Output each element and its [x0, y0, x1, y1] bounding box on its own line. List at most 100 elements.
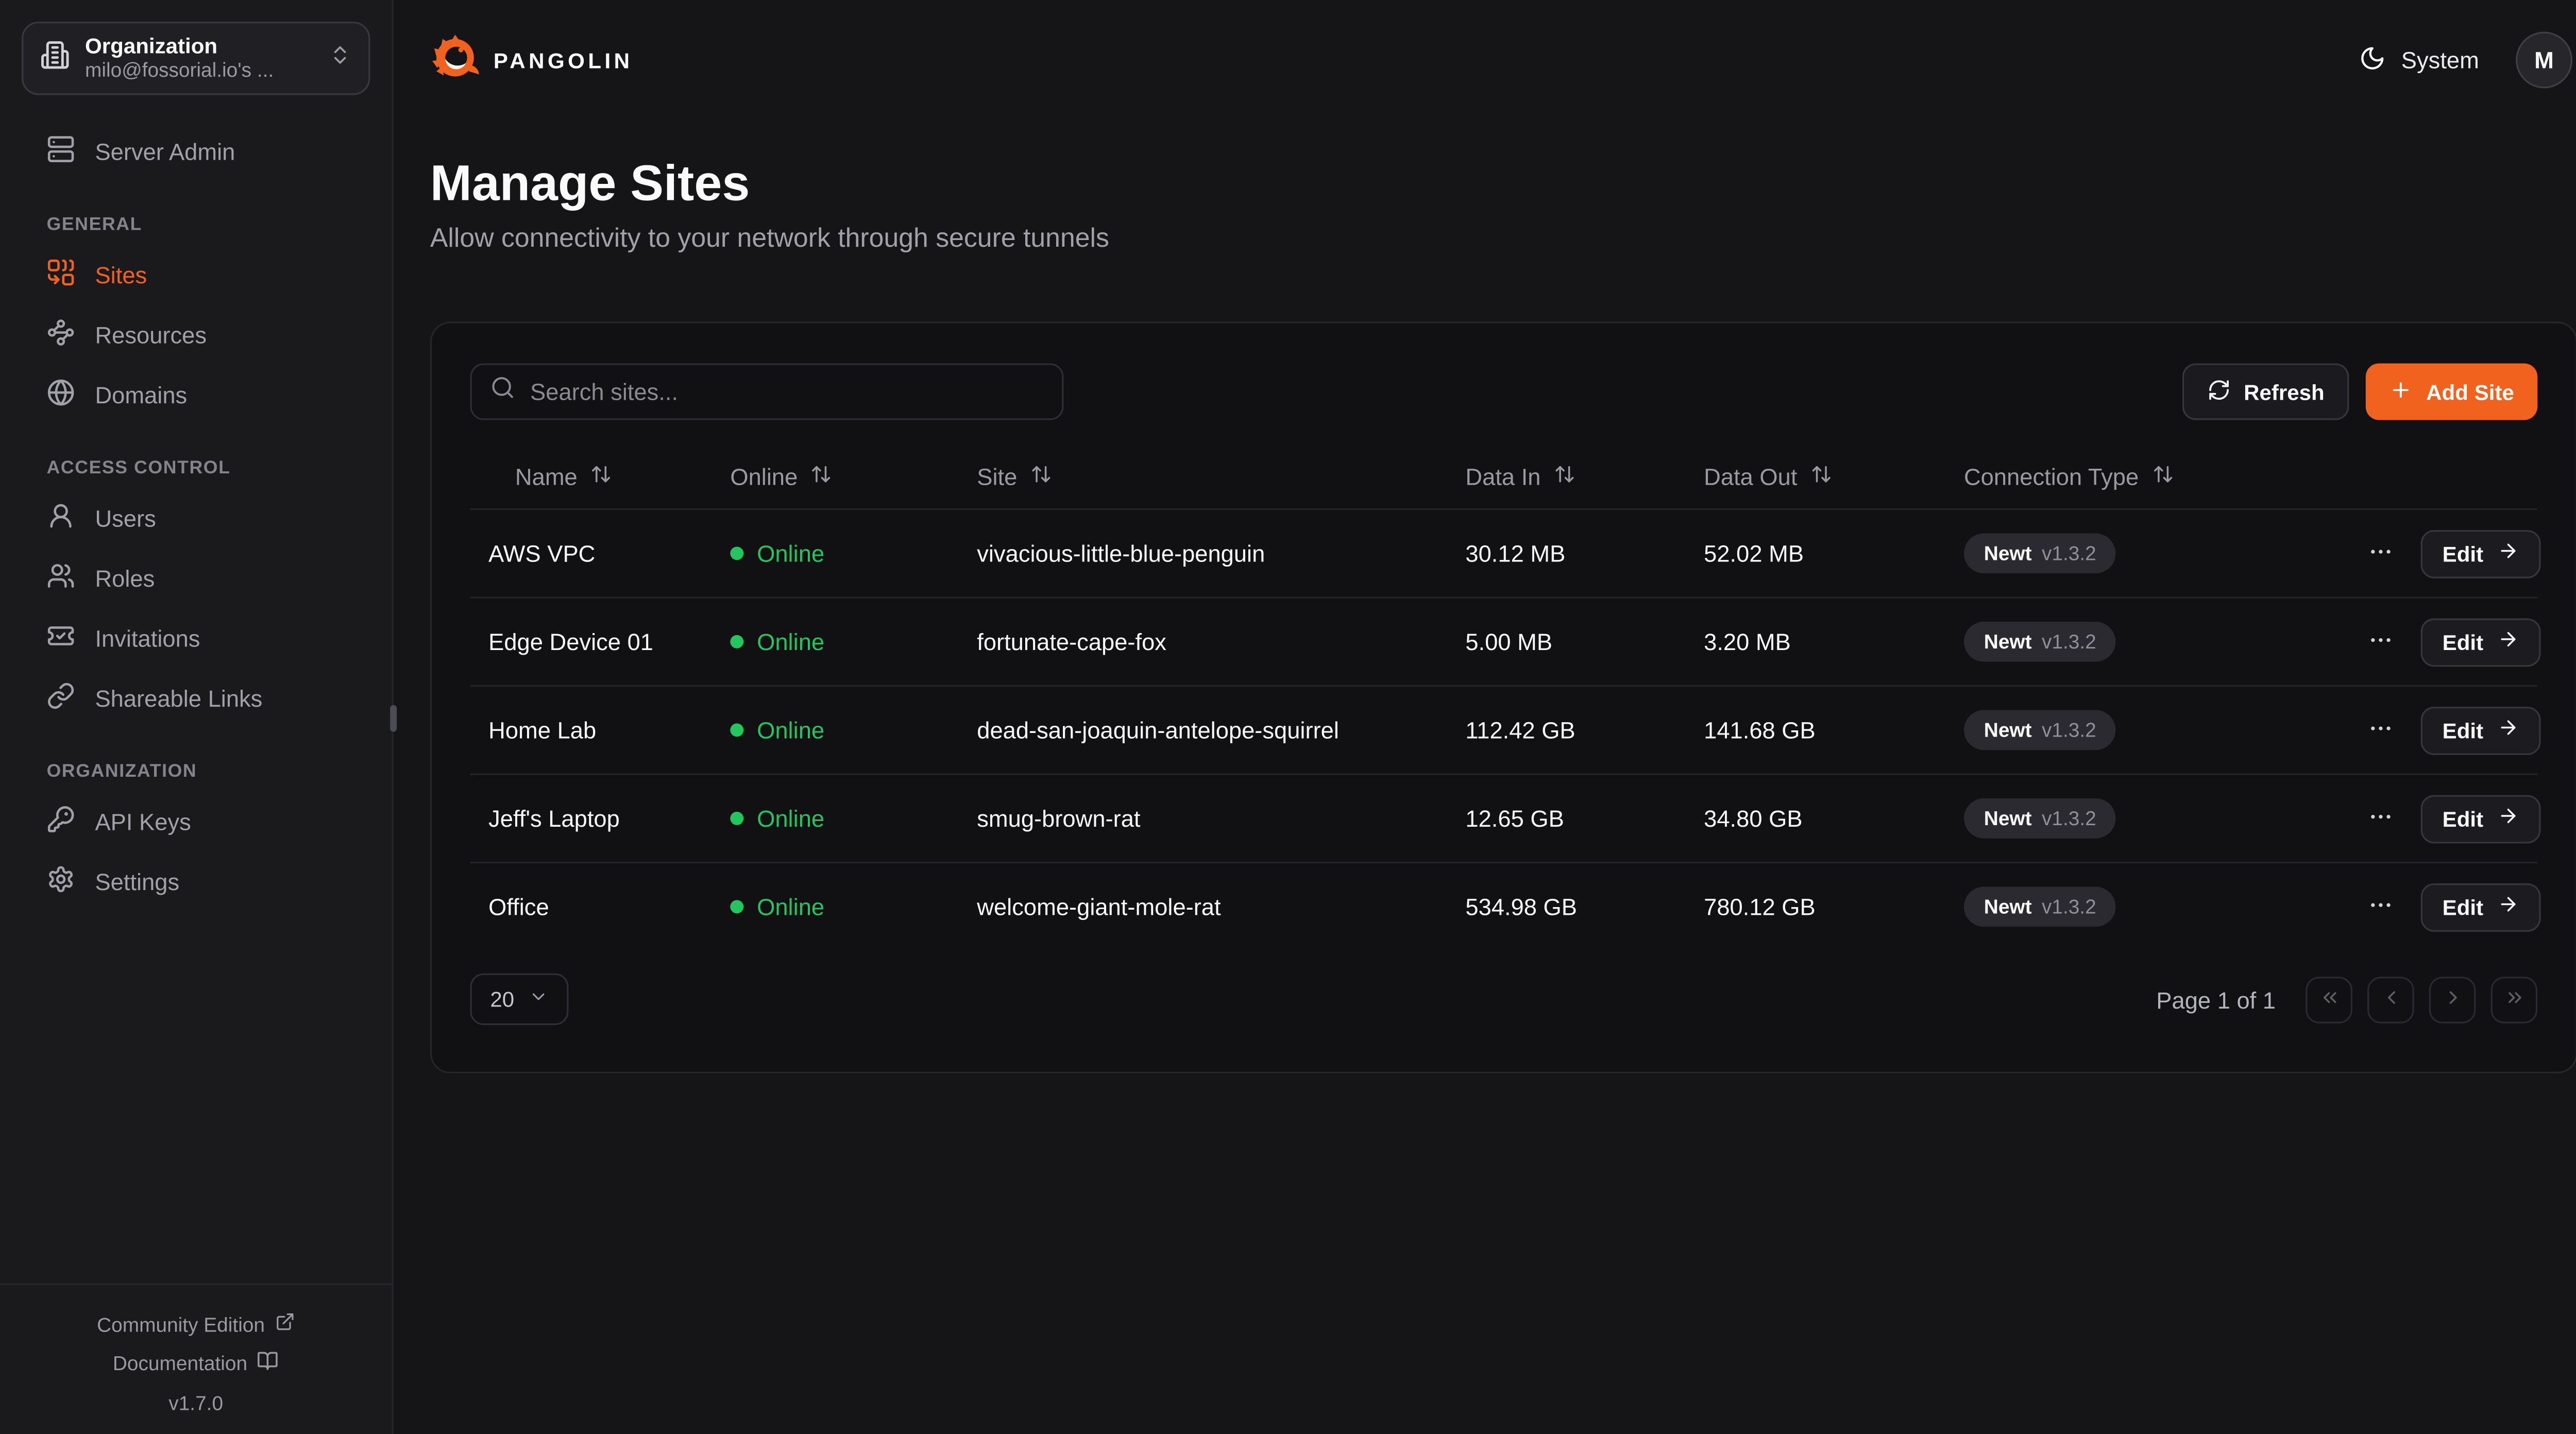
sidebar-nav: Server Admin GENERAL Sites Resources Dom — [0, 95, 392, 912]
online-status-dot — [730, 723, 744, 737]
server-icon — [47, 135, 75, 168]
page-subtitle: Allow connectivity to your network throu… — [430, 225, 1109, 253]
row-menu-button[interactable] — [2367, 891, 2394, 923]
sidebar-resize-handle[interactable] — [390, 704, 397, 731]
sidebar-item-users[interactable]: Users — [22, 488, 370, 548]
sidebar-item-resources[interactable]: Resources — [22, 305, 370, 365]
sort-icon — [1554, 464, 1575, 490]
status-badge: Online — [757, 540, 825, 567]
status-badge: Online — [757, 716, 825, 744]
sidebar-section-organization: ORGANIZATION — [46, 761, 197, 782]
column-header-data-out[interactable]: Data Out — [1704, 464, 1964, 490]
sidebar-item-settings[interactable]: Settings — [22, 852, 370, 912]
connection-type-cell: Newt v1.3.2 — [1963, 710, 2367, 750]
arrow-right-icon — [2497, 805, 2518, 832]
next-page-button[interactable] — [2429, 976, 2476, 1023]
site-tunnel-name-cell: dead-san-joaquin-antelope-squirrel — [977, 716, 1339, 744]
column-header-connection-type[interactable]: Connection Type — [1964, 464, 2367, 490]
theme-toggle[interactable]: System — [2360, 44, 2479, 76]
sidebar-item-domains[interactable]: Domains — [22, 365, 370, 425]
external-link-icon — [275, 1312, 295, 1337]
row-menu-button[interactable] — [2367, 538, 2394, 569]
column-header-online[interactable]: Online — [730, 464, 977, 490]
site-tunnel-name-cell: welcome-giant-mole-rat — [977, 893, 1221, 920]
connection-type-cell: Newt v1.3.2 — [1963, 533, 2367, 574]
sidebar-item-api-keys[interactable]: API Keys — [22, 792, 370, 851]
table-footer: 20 Page 1 of 1 — [470, 973, 2538, 1026]
edit-button[interactable]: Edit — [2420, 617, 2540, 666]
chevron-down-icon — [529, 987, 549, 1012]
table-row: Edge Device 01 Online fortunate-cape-fox… — [470, 596, 2540, 685]
org-switcher[interactable]: Organization milo@fossorial.io's ... — [22, 22, 370, 95]
avatar[interactable]: M — [2516, 31, 2573, 89]
data-in-cell: 112.42 GB — [1465, 716, 1575, 744]
community-edition-link[interactable]: Community Edition — [97, 1312, 295, 1337]
sidebar-item-label: Shareable Links — [95, 685, 263, 712]
prev-page-button[interactable] — [2367, 976, 2414, 1023]
app-version: v1.7.0 — [168, 1392, 224, 1415]
sidebar-item-sites[interactable]: Sites — [22, 245, 370, 305]
column-header-name[interactable]: Name — [488, 464, 730, 490]
online-status-dot — [730, 547, 744, 560]
online-status-cell: Online — [730, 716, 977, 743]
sidebar-item-label: Invitations — [95, 625, 200, 652]
refresh-button[interactable]: Refresh — [2182, 363, 2350, 420]
connection-type-badge: Newt v1.3.2 — [1963, 622, 2116, 662]
sites-card: Refresh Add Site Name — [430, 321, 2576, 1073]
edit-button[interactable]: Edit — [2420, 882, 2540, 931]
search-input[interactable] — [530, 378, 1044, 405]
sort-icon — [2152, 464, 2174, 490]
add-site-button[interactable]: Add Site — [2366, 363, 2538, 420]
ellipsis-icon — [2367, 803, 2394, 834]
moon-icon — [2360, 44, 2386, 76]
status-badge: Online — [757, 805, 825, 832]
last-page-button[interactable] — [2490, 976, 2538, 1023]
online-status-cell: Online — [730, 628, 977, 655]
data-out-cell: 3.20 MB — [1704, 628, 1791, 655]
first-page-button[interactable] — [2306, 976, 2352, 1023]
org-switcher-label: Organization — [85, 33, 218, 59]
data-in-cell: 12.65 GB — [1465, 805, 1564, 832]
chevron-left-icon — [2380, 986, 2401, 1013]
row-menu-button[interactable] — [2367, 803, 2394, 834]
sidebar-item-server-admin[interactable]: Server Admin — [22, 122, 370, 181]
edit-button[interactable]: Edit — [2420, 529, 2540, 578]
arrow-right-icon — [2497, 893, 2518, 920]
column-header-data-in[interactable]: Data In — [1465, 464, 1704, 490]
waypoints-icon — [47, 318, 75, 352]
book-open-icon — [258, 1350, 279, 1377]
online-status-dot — [730, 811, 744, 825]
data-out-cell: 780.12 GB — [1704, 893, 1816, 920]
sort-icon — [811, 464, 833, 490]
connection-type-cell: Newt v1.3.2 — [1963, 798, 2367, 839]
arrow-right-icon — [2497, 540, 2518, 567]
status-badge: Online — [757, 893, 825, 920]
row-menu-button[interactable] — [2367, 626, 2394, 657]
site-tunnel-name-cell: smug-brown-rat — [977, 805, 1141, 832]
table-header: Name Online Site Data In — [470, 445, 2538, 508]
site-tunnel-name-cell: fortunate-cape-fox — [977, 628, 1166, 655]
documentation-link[interactable]: Documentation — [113, 1350, 279, 1377]
edit-button[interactable]: Edit — [2420, 794, 2540, 843]
edit-button[interactable]: Edit — [2420, 706, 2540, 755]
online-status-cell: Online — [730, 893, 977, 920]
refresh-icon — [2207, 378, 2230, 406]
sidebar-item-roles[interactable]: Roles — [22, 549, 370, 608]
building-icon — [40, 39, 70, 77]
row-menu-button[interactable] — [2367, 714, 2394, 746]
page-size-select[interactable]: 20 — [470, 973, 569, 1026]
search-icon — [490, 375, 515, 408]
table-row: AWS VPC Online vivacious-little-blue-pen… — [470, 508, 2540, 597]
sidebar-item-label: Settings — [95, 868, 180, 895]
main-area: PANGOLIN System M Manage Sites Allow con… — [393, 0, 2576, 1434]
sidebar-item-shareable-links[interactable]: Shareable Links — [22, 669, 370, 728]
sidebar-item-label: Resources — [95, 321, 207, 349]
brand-name: PANGOLIN — [493, 47, 633, 73]
key-icon — [47, 805, 75, 839]
data-in-cell: 5.00 MB — [1465, 628, 1553, 655]
connection-type-badge: Newt v1.3.2 — [1963, 886, 2116, 927]
sidebar-item-invitations[interactable]: Invitations — [22, 608, 370, 668]
sort-icon — [1030, 464, 1052, 490]
online-status-cell: Online — [730, 805, 977, 832]
column-header-site[interactable]: Site — [977, 464, 1465, 490]
